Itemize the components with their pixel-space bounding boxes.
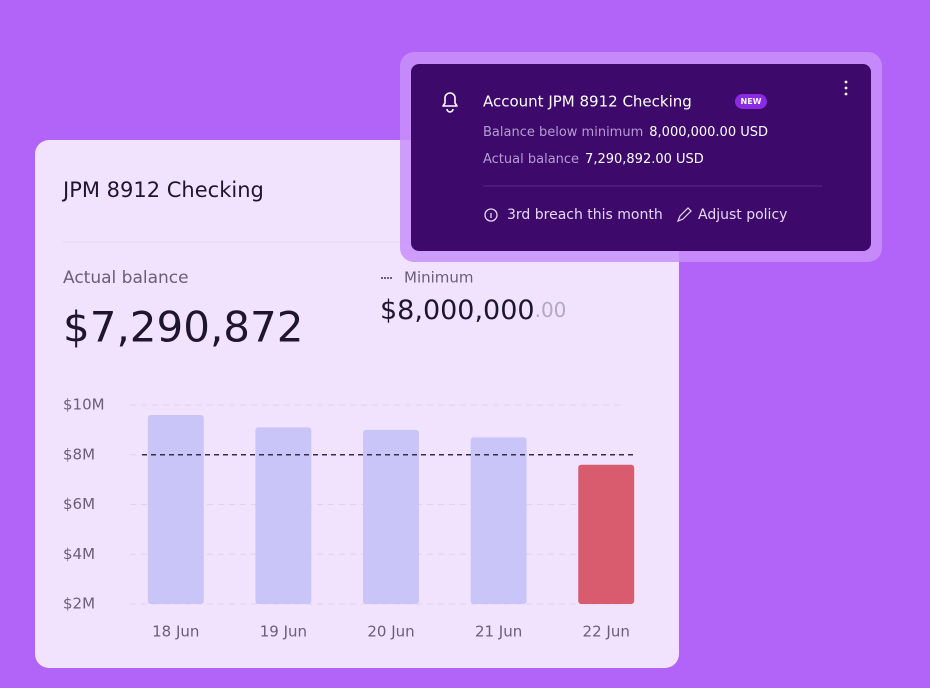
actual-value: $7,290,872 xyxy=(63,303,303,352)
notification xyxy=(411,64,871,251)
row-value: 7,290,892.00 USD xyxy=(585,152,704,167)
bell-icon xyxy=(442,92,458,113)
bar xyxy=(578,464,635,604)
y-tick-label: $8M xyxy=(63,445,95,463)
minimum-amount: $8,000,000 xyxy=(380,295,535,326)
x-tick-label: 18 Jun xyxy=(152,623,199,641)
card-title: JPM 8912 Checking xyxy=(61,178,264,202)
actual-label: Actual balance xyxy=(63,268,189,288)
menu-dot xyxy=(844,92,848,96)
pencil-icon xyxy=(676,207,692,223)
y-tick-label: $4M xyxy=(63,545,95,563)
badge xyxy=(735,94,767,109)
minimum-value: $8,000,000.00 xyxy=(380,295,566,326)
notification-title: Account JPM 8912 Checking xyxy=(483,93,692,111)
balance-chart: $10M $8M $6M $4M $2M 18 Jun 19 Jun 20 Jun 21 Jun… xyxy=(63,396,636,641)
badge-text: NEW xyxy=(741,97,762,106)
info-icon xyxy=(484,208,498,222)
row-label: Balance below minimum xyxy=(483,125,643,140)
y-tick-label: $6M xyxy=(63,495,95,513)
x-tick-label: 22 Jun xyxy=(583,623,630,641)
x-tick-label: 19 Jun xyxy=(260,623,307,641)
menu-dot xyxy=(844,80,848,84)
breach-text: 3rd breach this month xyxy=(507,207,663,223)
more-menu[interactable] xyxy=(844,80,848,96)
y-tick-label: $10M xyxy=(63,396,105,414)
bar xyxy=(147,414,204,604)
minimum-cents: .00 xyxy=(535,298,567,322)
row-label: Balance below minimum 8,000,000.00 USD xyxy=(483,125,768,140)
bar xyxy=(363,429,419,604)
bar xyxy=(255,427,312,604)
minimum-label: Minimum xyxy=(404,269,474,287)
x-tick-label: 20 Jun xyxy=(367,623,414,641)
row-value: 8,000,000.00 USD xyxy=(649,125,768,140)
bar xyxy=(470,437,527,604)
row-label: Actual balance xyxy=(483,152,579,167)
y-tick-label: $2M xyxy=(63,595,95,613)
row-label: Actual balance 7,290,892.00 USD xyxy=(483,152,704,167)
x-tick-label: 21 Jun xyxy=(475,623,522,641)
menu-dot xyxy=(844,86,848,90)
adjust-policy[interactable]: Adjust policy xyxy=(698,207,787,223)
